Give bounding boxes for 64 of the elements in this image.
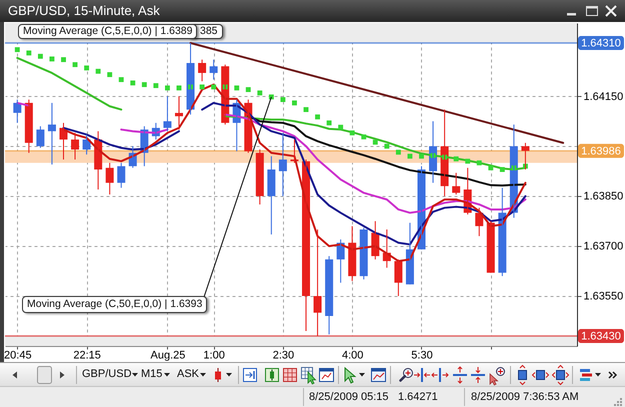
point <box>142 82 147 88</box>
candlestick <box>163 96 172 132</box>
point <box>454 156 459 162</box>
point <box>176 85 182 90</box>
point <box>280 97 286 102</box>
point <box>153 83 158 88</box>
text: 8/25/2009 05:15 <box>309 391 389 404</box>
ref-line-label: 1.63986 <box>581 145 621 158</box>
candlestick <box>452 172 460 195</box>
x-tick-label: 4:00 <box>342 350 364 362</box>
point <box>26 50 32 56</box>
x-tick-label: 22:15 <box>73 350 101 362</box>
point <box>292 100 297 106</box>
text: GBP/USD <box>82 368 132 381</box>
annotation: Moving Average (C,50,E,0,0) | 1.6393 <box>22 296 208 313</box>
point <box>304 107 308 112</box>
annotation: 385 <box>200 25 218 37</box>
x-tick-label: Aug.25 <box>150 350 186 362</box>
y-tick-label: 1.63700 <box>584 240 624 253</box>
point <box>361 134 366 140</box>
point <box>61 57 66 62</box>
ref-line-label: 1.64310 <box>581 37 621 50</box>
x-tick-label: 1:00 <box>203 350 225 362</box>
point <box>96 68 101 74</box>
point <box>246 87 251 92</box>
line-series <box>247 115 526 186</box>
y-tick-label: 1.64150 <box>584 90 624 103</box>
y-tick-label: 1.63850 <box>584 190 624 203</box>
point <box>257 90 262 96</box>
point <box>84 66 90 70</box>
point <box>465 158 470 164</box>
point <box>234 85 240 90</box>
point <box>396 150 401 155</box>
point <box>407 154 412 159</box>
x-tick-label: 5:30 <box>411 350 433 362</box>
point <box>130 80 136 86</box>
ref-line-label: 1.63430 <box>581 330 621 343</box>
point <box>350 130 355 136</box>
annotation: Moving Average (C,5,E,0,0) | 1.6389 <box>18 24 198 39</box>
point <box>72 62 78 68</box>
point <box>38 54 43 59</box>
y-tick-label: 1.63550 <box>584 290 624 303</box>
x-tick-label: 20:45 <box>4 350 32 362</box>
point <box>488 165 494 170</box>
point <box>338 124 344 130</box>
point <box>476 160 482 166</box>
point <box>326 120 332 126</box>
text: 1.64271 <box>398 391 438 404</box>
text: ASK <box>177 368 200 381</box>
text: M15 <box>141 368 162 381</box>
text: 8/25/2009 7:36:53 AM <box>471 391 579 404</box>
x-tick-label: 2:30 <box>272 350 294 362</box>
point <box>384 144 390 149</box>
point <box>50 56 54 62</box>
point <box>164 85 170 90</box>
chart-title: GBP/USD, 15-Minute, Ask <box>8 3 160 19</box>
point <box>315 114 320 120</box>
point <box>200 84 205 90</box>
point <box>419 154 424 159</box>
point <box>107 72 112 78</box>
point <box>500 167 505 172</box>
point <box>211 84 216 90</box>
point <box>14 47 20 52</box>
point <box>118 77 124 82</box>
